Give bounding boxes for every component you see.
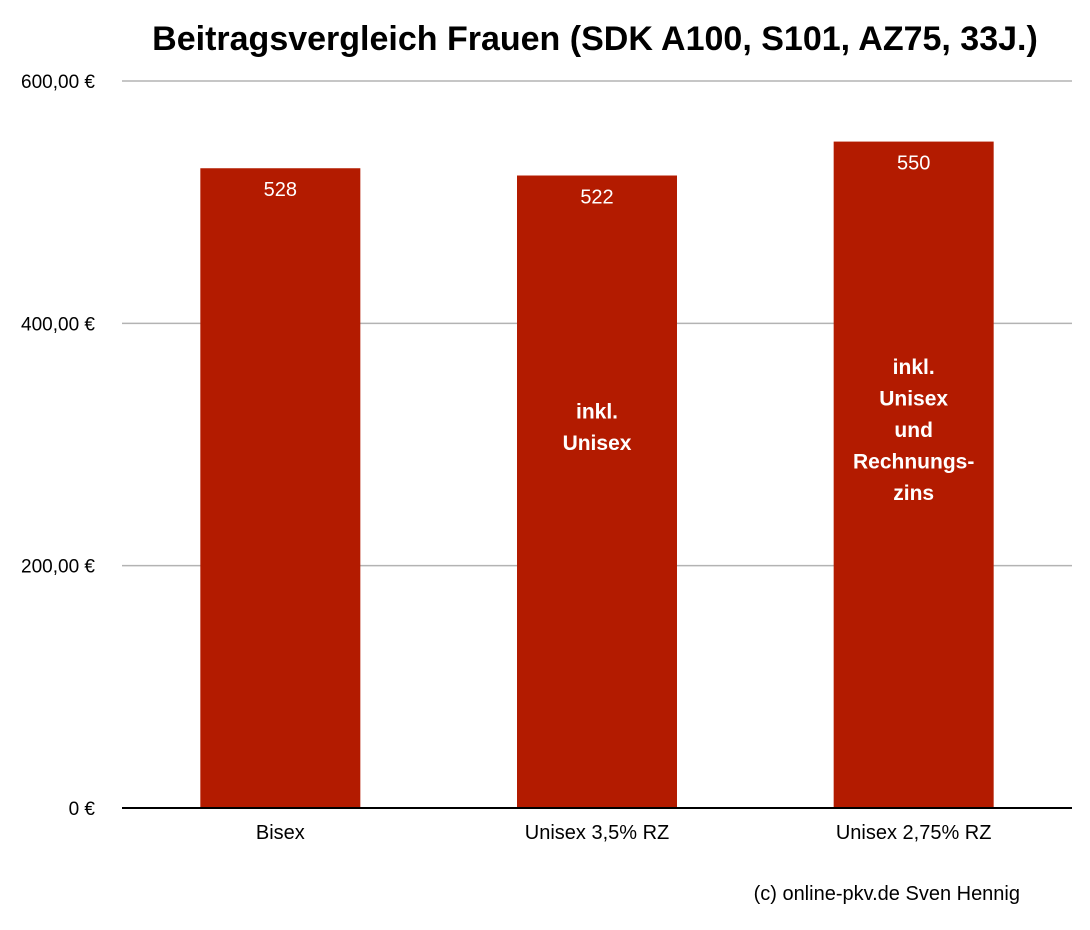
bar-annotation: Rechnungs- <box>853 451 974 474</box>
bar-annotation: und <box>894 419 932 442</box>
bar-annotation: inkl. <box>576 400 618 423</box>
bar-annotation: inkl. <box>893 356 935 379</box>
x-tick-label: Unisex 2,75% RZ <box>836 822 992 844</box>
bars: 528 522 inkl. Unisex 550 inkl. Unisex und Rechnu… <box>200 141 994 809</box>
x-tick-label: Bisex <box>256 822 305 844</box>
bar <box>833 141 994 809</box>
bar-annotation: Unisex <box>563 432 632 455</box>
x-axis-ticks: Bisex Unisex 3,5% RZ Unisex 2,75% RZ <box>256 822 992 844</box>
y-tick-label: 400,00 € <box>21 314 95 335</box>
bar-annotation: zins <box>893 482 934 505</box>
chart-title: Beitragsvergleich Frauen (SDK A100, S101… <box>152 20 1038 58</box>
y-tick-label: 0 € <box>69 799 96 820</box>
data-label: 522 <box>580 187 613 209</box>
credit-text: (c) online-pkv.de Sven Hennig <box>754 883 1020 905</box>
x-tick-label: Unisex 3,5% RZ <box>525 822 670 844</box>
bar <box>200 168 361 809</box>
bar <box>517 175 677 808</box>
bar-annotation: Unisex <box>879 388 948 411</box>
data-label: 550 <box>897 153 930 175</box>
y-tick-label: 200,00 € <box>21 557 95 578</box>
y-tick-label: 600,00 € <box>21 72 95 93</box>
y-axis-ticks: 0 € 200,00 € 400,00 € 600,00 € <box>21 72 95 820</box>
data-label: 528 <box>264 179 297 201</box>
